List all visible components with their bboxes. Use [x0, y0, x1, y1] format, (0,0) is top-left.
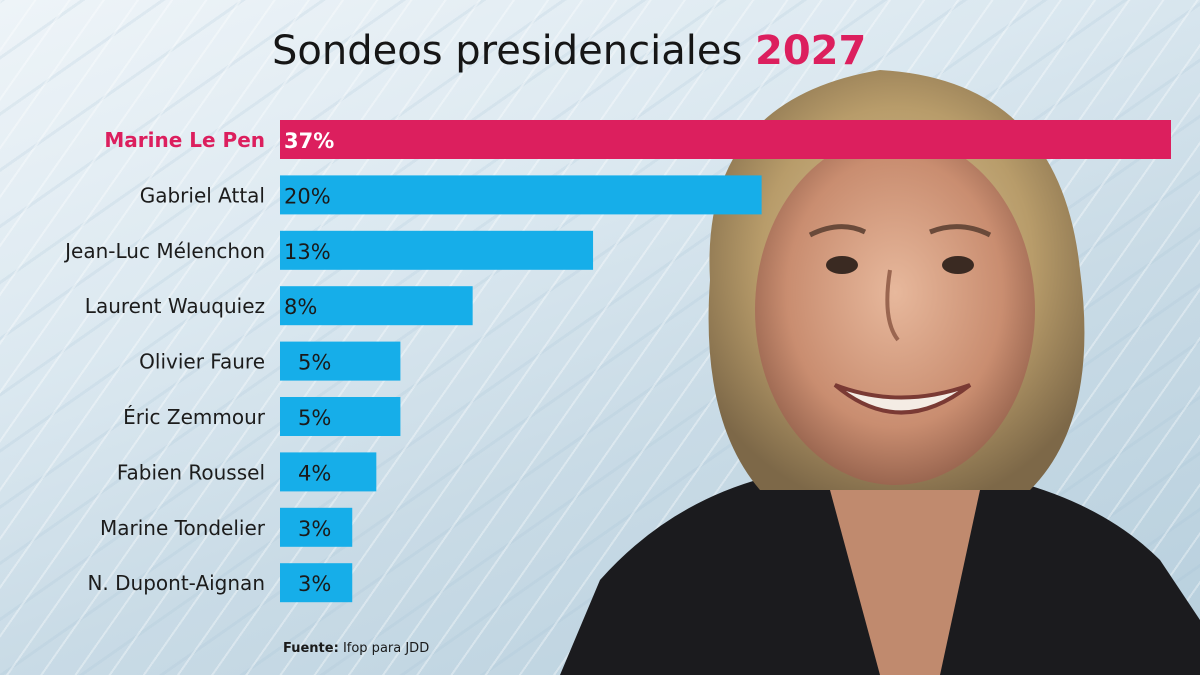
value-label-4: 5%	[298, 351, 331, 375]
category-label-4: Olivier Faure	[139, 350, 265, 374]
value-label-0: 37%	[284, 129, 334, 153]
bar-1	[280, 175, 762, 215]
category-label-7: Marine Tondelier	[100, 516, 266, 540]
source-note: Fuente: Ifop para JDD	[283, 641, 429, 656]
chart-title: Sondeos presidenciales 2027	[272, 28, 866, 74]
source-label: Fuente:	[283, 641, 339, 656]
bar-2	[280, 230, 594, 270]
source-text: Ifop para JDD	[342, 641, 430, 656]
category-label-2: Jean-Luc Mélenchon	[63, 239, 265, 263]
bar-0	[280, 120, 1171, 159]
bar-7	[280, 507, 353, 547]
value-label-8: 3%	[298, 572, 331, 596]
category-label-8: N. Dupont-Aignan	[87, 571, 265, 595]
value-label-7: 3%	[298, 517, 331, 541]
bar-3	[280, 286, 473, 326]
category-label-1: Gabriel Attal	[140, 183, 265, 207]
category-label-5: Éric Zemmour	[123, 405, 266, 429]
bar-8	[280, 563, 353, 603]
chart-title-year: 2027	[755, 28, 867, 74]
category-label-0: Marine Le Pen	[104, 128, 265, 152]
value-label-6: 4%	[298, 461, 331, 485]
bar-4	[280, 341, 401, 381]
chart-title-text: Sondeos presidenciales	[272, 28, 743, 74]
category-label-6: Fabien Roussel	[117, 460, 265, 484]
candidate-portrait	[560, 70, 1200, 675]
value-label-3: 8%	[284, 295, 317, 319]
bar-5	[280, 397, 401, 436]
value-label-5: 5%	[298, 406, 331, 430]
value-label-1: 20%	[284, 184, 331, 208]
category-label-3: Laurent Wauquiez	[85, 294, 265, 318]
value-label-2: 13%	[284, 240, 331, 264]
bar-6	[280, 452, 377, 492]
